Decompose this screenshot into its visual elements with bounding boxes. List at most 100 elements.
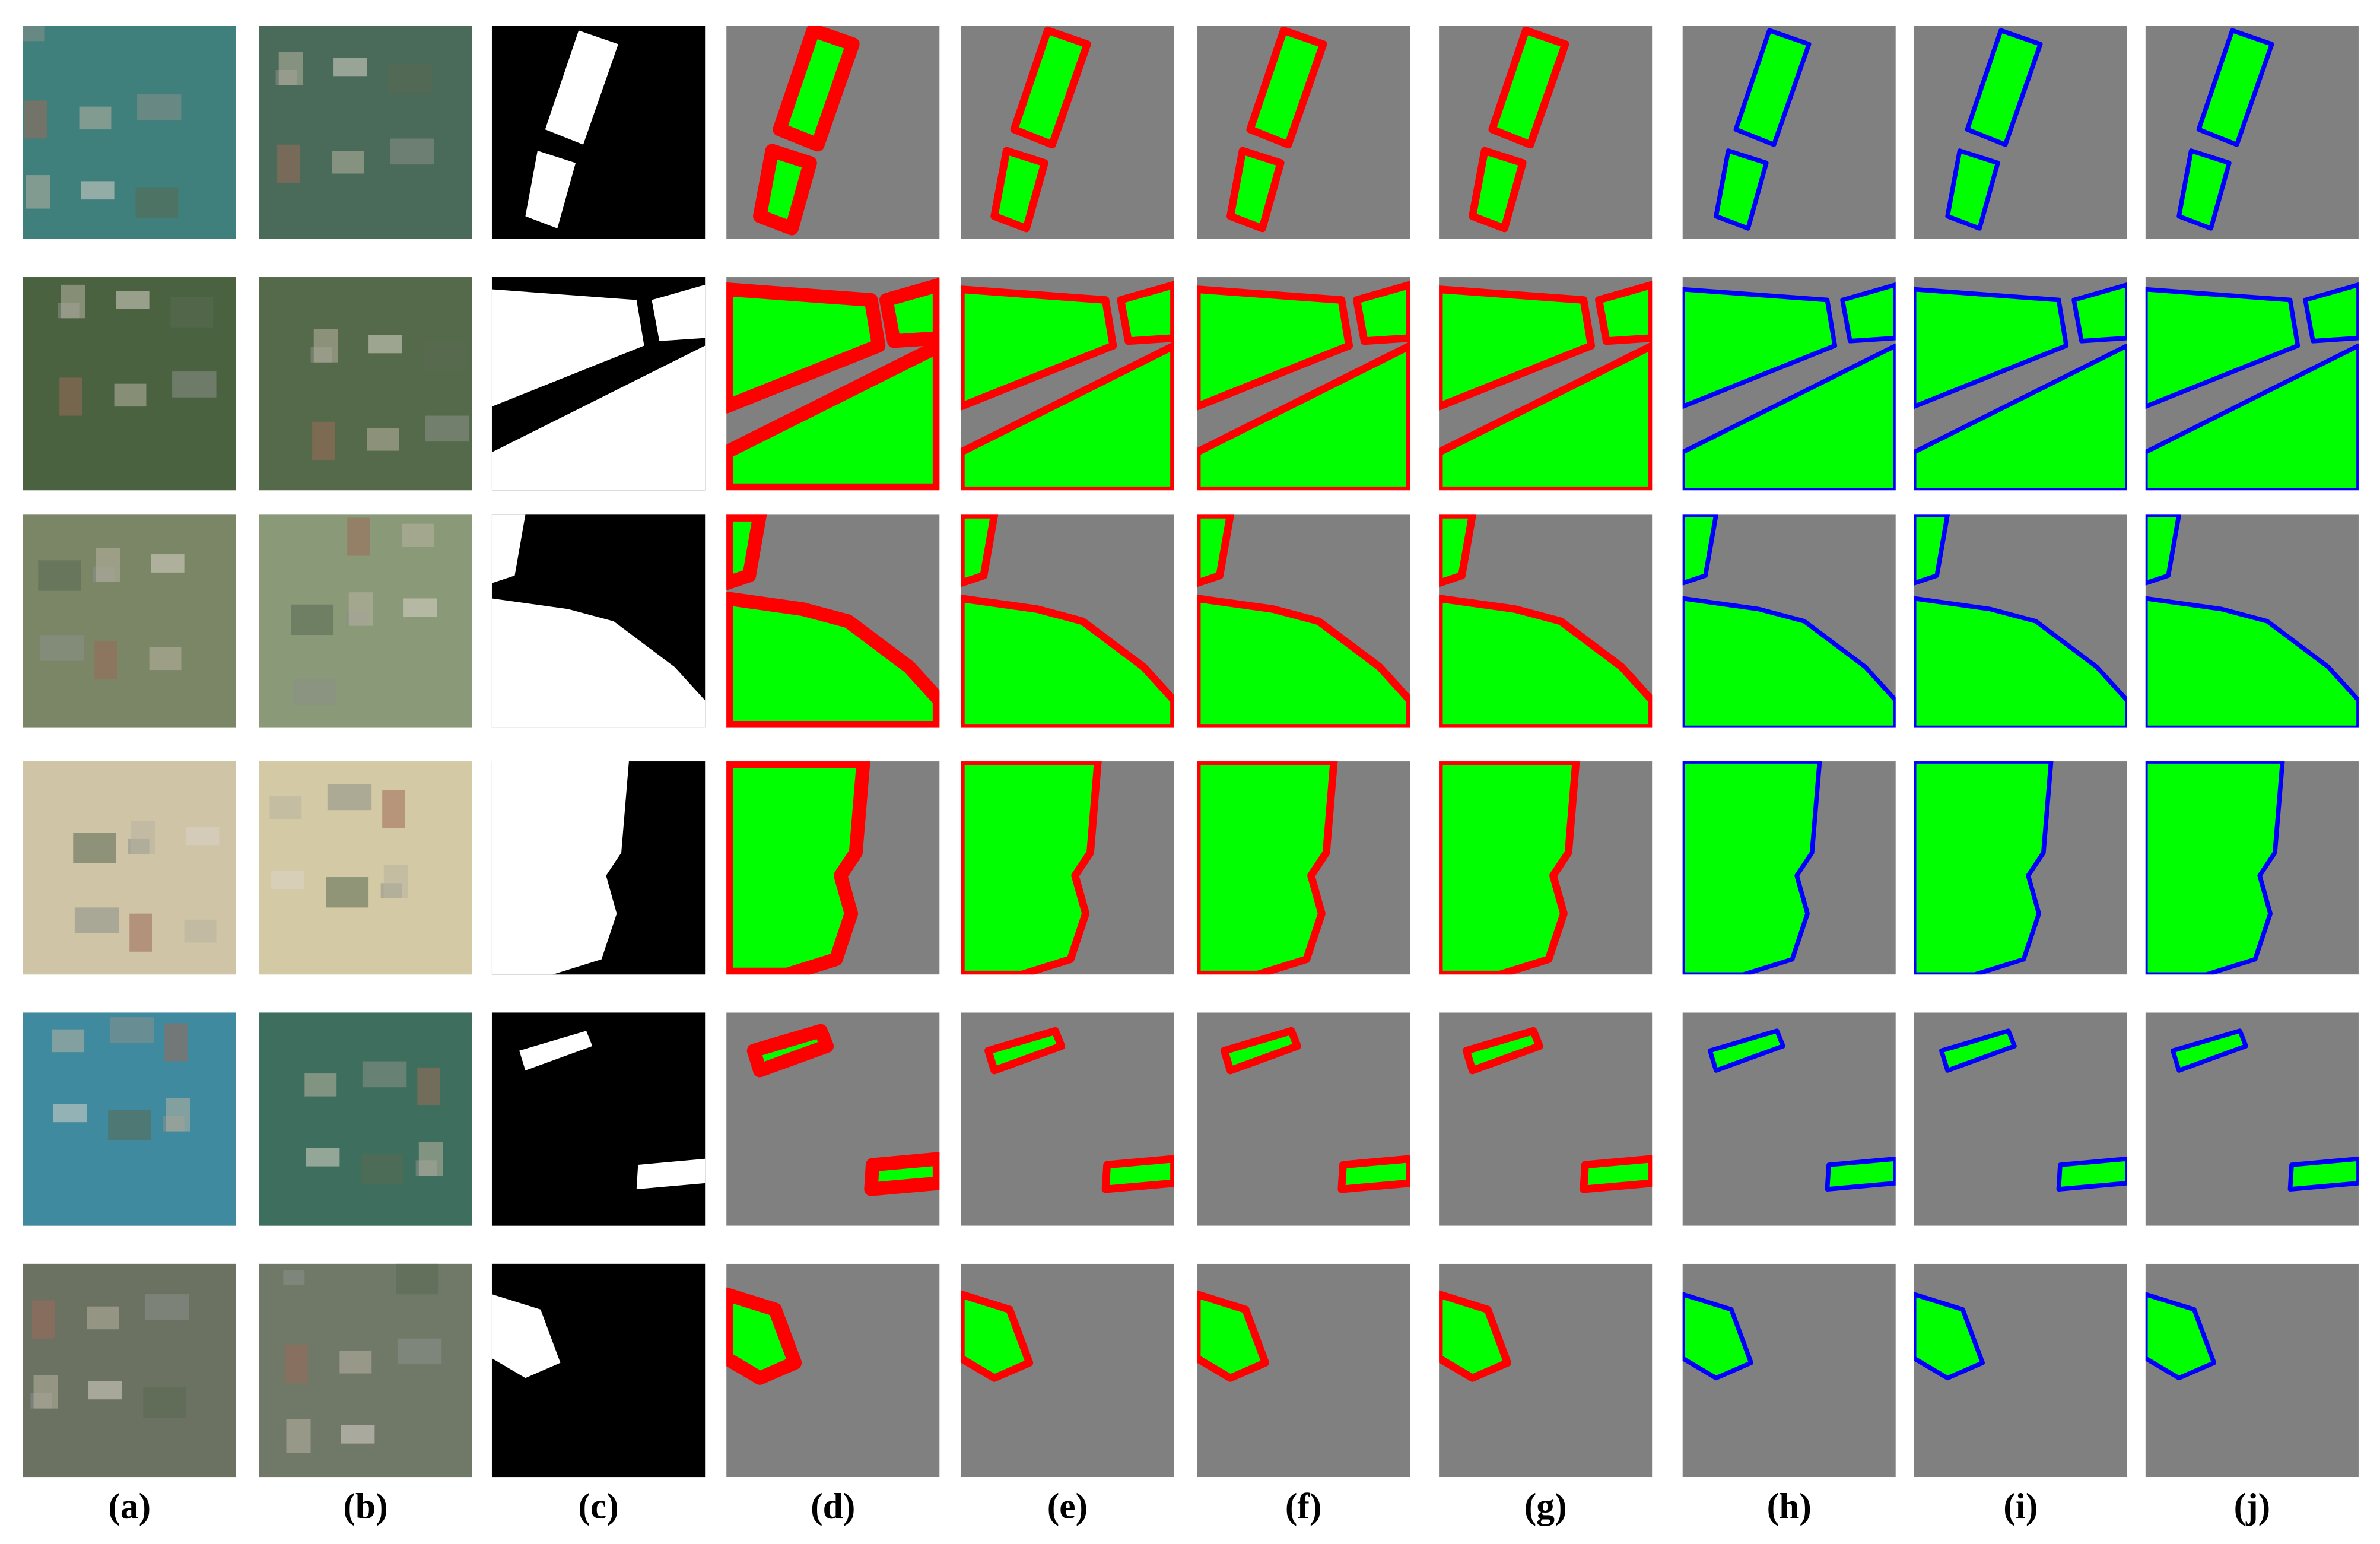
prediction-region xyxy=(746,1024,834,1078)
panel-clip xyxy=(1421,743,1671,993)
panel xyxy=(708,743,958,993)
photo-texture xyxy=(149,647,182,671)
prediction-region xyxy=(1680,759,1822,977)
photo-texture xyxy=(312,421,335,460)
photo-texture xyxy=(87,1306,119,1330)
panel xyxy=(708,496,958,746)
prediction-region xyxy=(1435,757,1580,978)
panel-clip xyxy=(1178,743,1429,993)
panel xyxy=(1664,994,1914,1244)
photo-texture xyxy=(304,1073,337,1097)
panel xyxy=(1421,743,1671,993)
mask-region xyxy=(525,151,576,228)
panel xyxy=(1895,1246,2146,1495)
prediction-region xyxy=(1911,759,2054,977)
mask-region xyxy=(491,1294,561,1378)
prediction-region xyxy=(1226,147,1285,233)
photo-texture xyxy=(283,1270,305,1285)
prediction-region xyxy=(1965,28,2043,147)
prediction-region xyxy=(2176,148,2232,231)
photo-texture xyxy=(277,144,300,183)
prediction-region xyxy=(1939,1028,2017,1073)
prediction-region xyxy=(1714,148,1769,231)
photo-texture xyxy=(286,1419,311,1453)
prediction-region xyxy=(879,278,946,348)
photo-texture xyxy=(116,291,150,309)
photo-texture xyxy=(94,641,117,679)
photo-texture xyxy=(39,635,84,661)
panel xyxy=(1421,259,1671,509)
panel xyxy=(2127,259,2377,509)
photo-texture xyxy=(166,1098,190,1132)
panel xyxy=(1895,259,2146,509)
photo-texture xyxy=(109,1017,154,1043)
panel xyxy=(23,514,236,728)
panel xyxy=(942,994,1193,1244)
prediction-region xyxy=(753,144,817,236)
photo-texture xyxy=(382,790,405,828)
column-label: (c) xyxy=(578,1486,618,1526)
aerial-photo xyxy=(23,514,236,728)
panel-clip xyxy=(2127,7,2377,258)
prediction-region xyxy=(1945,148,2000,231)
photo-texture xyxy=(423,341,466,372)
photo-texture xyxy=(26,175,50,209)
photo-texture xyxy=(271,871,305,889)
panel xyxy=(2127,743,2377,993)
prediction-region xyxy=(864,1152,946,1196)
photo-texture xyxy=(332,151,364,174)
aerial-photo xyxy=(23,26,236,239)
photo-texture xyxy=(388,63,431,95)
prediction-region xyxy=(2287,1156,2361,1192)
prediction-region xyxy=(984,1027,1066,1075)
photo-texture xyxy=(313,329,338,363)
prediction-region xyxy=(1220,1027,1301,1075)
panel xyxy=(2127,496,2377,746)
prediction-region xyxy=(719,507,767,590)
mask-region xyxy=(491,514,526,583)
mask-region xyxy=(491,289,644,407)
photo-texture xyxy=(81,181,115,200)
prediction-region xyxy=(2196,28,2274,147)
photo-texture xyxy=(96,548,120,582)
aerial-photo xyxy=(259,277,472,491)
column-label: (j) xyxy=(2234,1486,2271,1526)
panel-clip xyxy=(1421,994,1671,1244)
column-label: (i) xyxy=(2003,1486,2038,1526)
photo-texture xyxy=(347,517,370,556)
mask-region xyxy=(519,1031,593,1070)
panel xyxy=(259,514,472,728)
mask-background xyxy=(491,1012,706,1226)
photo-texture xyxy=(88,1381,122,1400)
panel-clip xyxy=(1178,1246,1429,1495)
photo-texture xyxy=(341,1425,375,1444)
panel-clip xyxy=(2127,496,2377,746)
photo-texture xyxy=(131,821,155,854)
panel-clip xyxy=(1178,7,1429,258)
panel-clip xyxy=(1178,994,1429,1244)
photo-texture xyxy=(362,1061,407,1088)
column-label: (b) xyxy=(343,1486,387,1526)
panel xyxy=(23,1012,236,1226)
photo-texture xyxy=(417,1067,440,1105)
panel xyxy=(708,259,958,509)
panel xyxy=(491,277,706,491)
panel xyxy=(1664,496,1914,746)
photo-texture xyxy=(186,827,220,846)
panel xyxy=(942,1246,1193,1495)
photo-texture xyxy=(24,100,47,139)
panel xyxy=(259,1263,472,1478)
photo-texture xyxy=(425,415,469,442)
photo-texture xyxy=(390,138,434,165)
photo-texture xyxy=(144,1294,189,1320)
aerial-photo xyxy=(259,1012,472,1226)
photo-texture xyxy=(306,1148,340,1167)
panel xyxy=(2127,1246,2377,1495)
photo-texture xyxy=(61,284,85,319)
photo-texture xyxy=(339,1351,372,1374)
panel xyxy=(491,761,706,975)
photo-texture xyxy=(418,1142,443,1176)
column-label: (a) xyxy=(108,1486,151,1526)
panel xyxy=(1664,259,1914,509)
